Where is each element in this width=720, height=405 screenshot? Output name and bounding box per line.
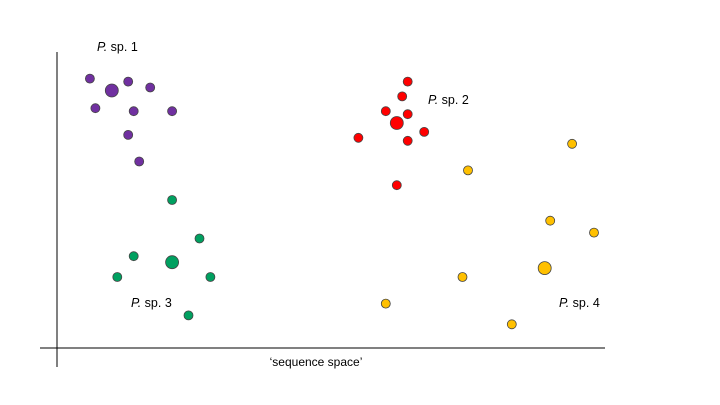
sp1-point xyxy=(123,76,134,87)
sp2-point xyxy=(402,135,413,146)
label-genus: P. xyxy=(428,93,438,107)
sp1-point xyxy=(128,106,139,117)
label-genus: P. xyxy=(97,40,107,54)
sp4-point xyxy=(380,298,391,309)
sp4-point xyxy=(545,215,556,226)
sp2-point xyxy=(397,91,408,102)
sp4-point xyxy=(457,272,468,282)
sp1-point xyxy=(90,103,101,114)
sp4-point xyxy=(463,165,473,176)
sp4-point xyxy=(567,138,577,149)
sp1-point xyxy=(145,82,156,93)
sp2-point xyxy=(380,106,391,117)
label-species: sp. 1 xyxy=(107,40,138,54)
sp4-point xyxy=(589,227,599,238)
sp2-point xyxy=(391,180,402,191)
sp3-point xyxy=(183,310,194,321)
sp2-point xyxy=(402,76,413,87)
sp3-point xyxy=(128,251,139,262)
cluster-label-sp1: P. sp. 1 xyxy=(97,40,138,54)
sp2-point xyxy=(419,126,430,137)
sp4-centroid-point xyxy=(537,261,552,276)
cluster-label-sp4: P. sp. 4 xyxy=(559,296,600,310)
sp1-centroid-point xyxy=(104,83,119,98)
sp4-point xyxy=(506,319,517,330)
sp3-point xyxy=(112,272,123,282)
sp1-point xyxy=(85,73,95,84)
label-species: sp. 3 xyxy=(141,296,172,310)
sp2-point xyxy=(402,109,413,120)
sp2-centroid-point xyxy=(389,116,404,130)
cluster-label-sp2: P. sp. 2 xyxy=(428,93,469,107)
x-axis-label: ‘sequence space’ xyxy=(270,355,363,369)
cluster-points xyxy=(85,73,599,330)
sp3-point xyxy=(194,233,205,244)
label-genus: P. xyxy=(559,296,569,310)
sp2-point xyxy=(353,132,364,143)
label-species: sp. 4 xyxy=(569,296,600,310)
cluster-label-sp3: P. sp. 3 xyxy=(131,296,172,310)
sp1-point xyxy=(167,106,178,117)
sp3-point xyxy=(205,272,216,282)
label-species: sp. 2 xyxy=(438,93,469,107)
sp3-point xyxy=(167,195,178,205)
sp3-centroid-point xyxy=(165,255,180,270)
label-genus: P. xyxy=(131,296,141,310)
sp1-point xyxy=(123,129,134,140)
sp1-point xyxy=(134,156,145,167)
